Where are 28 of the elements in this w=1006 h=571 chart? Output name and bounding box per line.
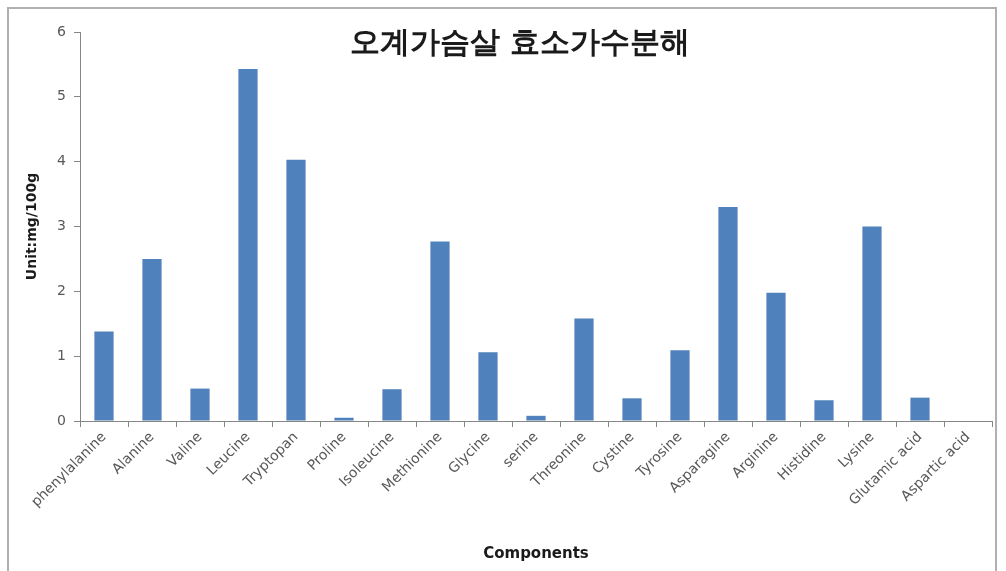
bar xyxy=(94,331,114,421)
y-tick-label: 3 xyxy=(57,217,66,234)
bar xyxy=(382,389,402,421)
bar xyxy=(526,415,546,421)
bar xyxy=(670,350,690,421)
bar xyxy=(430,241,450,421)
bar xyxy=(814,400,834,421)
bar xyxy=(286,159,306,421)
bar xyxy=(622,398,642,421)
bar xyxy=(190,388,210,421)
y-tick-label: 5 xyxy=(57,87,66,104)
y-tick-label: 1 xyxy=(57,346,66,363)
bar xyxy=(478,352,498,421)
y-tick-label: 6 xyxy=(57,22,67,39)
chart-title: 오계가슴살 효소가수분해 xyxy=(349,23,691,59)
x-axis-title: Components xyxy=(483,543,589,562)
bar xyxy=(718,207,738,421)
y-tick-label: 2 xyxy=(57,281,66,298)
y-tick-label: 0 xyxy=(57,411,66,428)
bar xyxy=(334,417,354,421)
bar xyxy=(862,226,882,421)
bar xyxy=(766,292,786,421)
bar xyxy=(910,397,930,421)
bar xyxy=(574,318,594,421)
bar xyxy=(238,68,258,421)
bar xyxy=(142,258,162,421)
y-tick-label: 4 xyxy=(57,152,67,169)
y-axis-title: Unit:mg/100g xyxy=(23,172,40,281)
